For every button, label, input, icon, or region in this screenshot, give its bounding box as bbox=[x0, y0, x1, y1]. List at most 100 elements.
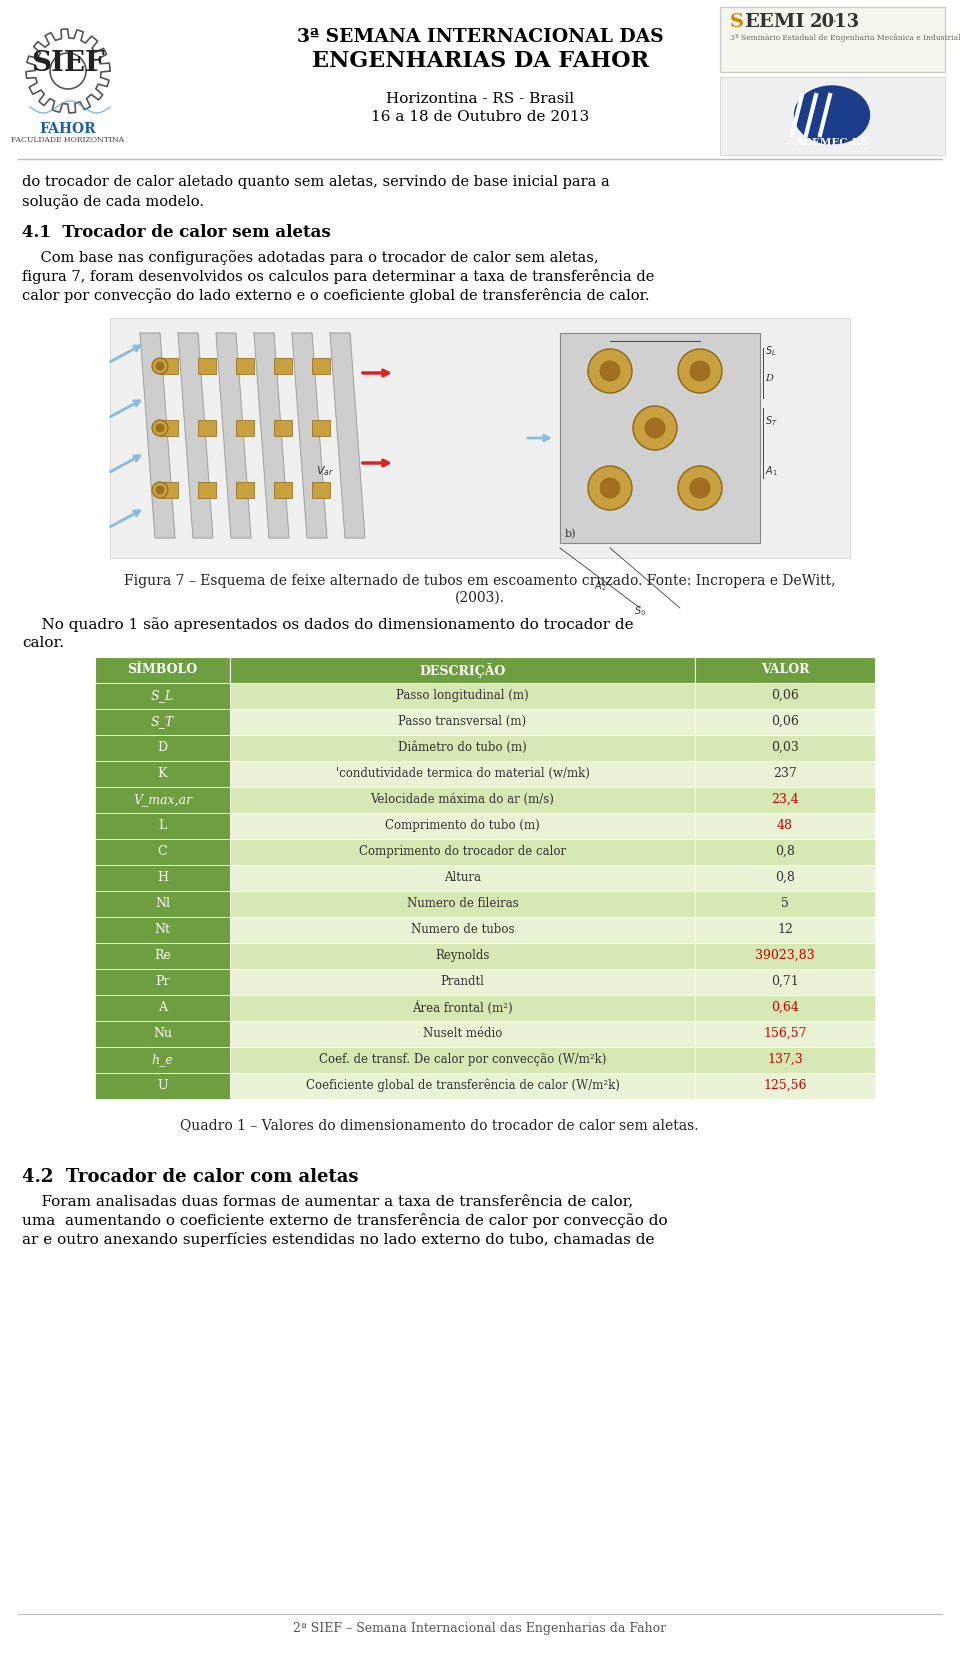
Bar bbox=[95, 735, 230, 761]
Text: uma  aumentando o coeficiente externo de transferência de calor por convecção do: uma aumentando o coeficiente externo de … bbox=[22, 1211, 667, 1228]
Text: 0,8: 0,8 bbox=[775, 844, 795, 857]
Text: 12: 12 bbox=[777, 922, 793, 935]
Text: FACULDADE HORIZONTINA: FACULDADE HORIZONTINA bbox=[12, 136, 125, 144]
Circle shape bbox=[690, 362, 710, 382]
Circle shape bbox=[588, 467, 632, 511]
Text: C: C bbox=[157, 844, 167, 857]
Text: $S_0$: $S_0$ bbox=[634, 604, 646, 617]
Bar bbox=[95, 814, 230, 839]
Bar bbox=[236, 483, 254, 498]
Text: H: H bbox=[157, 871, 168, 884]
Bar bbox=[236, 359, 254, 374]
Circle shape bbox=[588, 349, 632, 394]
Circle shape bbox=[152, 483, 168, 498]
Circle shape bbox=[156, 425, 164, 432]
Text: Nt: Nt bbox=[155, 922, 171, 935]
Circle shape bbox=[152, 359, 168, 374]
Text: Prandtl: Prandtl bbox=[441, 975, 485, 988]
Text: $S_L$: $S_L$ bbox=[765, 344, 777, 357]
Ellipse shape bbox=[795, 88, 870, 146]
Text: VALOR: VALOR bbox=[760, 662, 809, 675]
Circle shape bbox=[600, 478, 620, 498]
Bar bbox=[198, 359, 216, 374]
Bar bbox=[95, 892, 230, 917]
Bar bbox=[95, 788, 230, 814]
Text: Horizontina - RS - Brasil: Horizontina - RS - Brasil bbox=[386, 93, 574, 106]
Text: S_L: S_L bbox=[151, 688, 174, 702]
Bar bbox=[695, 1074, 875, 1099]
Bar bbox=[95, 710, 230, 735]
Text: Numero de tubos: Numero de tubos bbox=[411, 922, 515, 935]
Bar bbox=[695, 814, 875, 839]
Text: Diâmetro do tubo (m): Diâmetro do tubo (m) bbox=[398, 740, 527, 753]
Bar bbox=[695, 788, 875, 814]
Bar bbox=[230, 995, 695, 1021]
Text: D: D bbox=[765, 374, 773, 382]
Text: Foram analisadas duas formas de aumentar a taxa de transferência de calor,: Foram analisadas duas formas de aumentar… bbox=[22, 1193, 634, 1206]
Text: Nuselt médio: Nuselt médio bbox=[422, 1026, 502, 1039]
Circle shape bbox=[678, 349, 722, 394]
Text: S_T: S_T bbox=[151, 715, 174, 728]
Bar bbox=[695, 892, 875, 917]
Bar bbox=[95, 866, 230, 892]
Bar bbox=[95, 970, 230, 995]
Text: Reynolds: Reynolds bbox=[435, 948, 490, 962]
Text: V_max,ar: V_max,ar bbox=[132, 793, 192, 806]
Text: $V_{ar}$: $V_{ar}$ bbox=[316, 463, 334, 478]
Bar bbox=[720, 78, 945, 156]
Text: 4.2  Trocador de calor com aletas: 4.2 Trocador de calor com aletas bbox=[22, 1167, 358, 1185]
Polygon shape bbox=[292, 334, 327, 538]
Bar bbox=[274, 359, 292, 374]
Text: ABEMEC-RS: ABEMEC-RS bbox=[796, 137, 869, 147]
Polygon shape bbox=[178, 334, 213, 538]
Circle shape bbox=[678, 467, 722, 511]
Text: 2013: 2013 bbox=[810, 13, 860, 31]
Text: 137,3: 137,3 bbox=[767, 1053, 803, 1066]
Text: 23,4: 23,4 bbox=[771, 793, 799, 806]
Text: Re: Re bbox=[154, 948, 171, 962]
Polygon shape bbox=[216, 334, 251, 538]
Text: Área frontal (m²): Área frontal (m²) bbox=[412, 1000, 513, 1015]
Text: 0,8: 0,8 bbox=[775, 871, 795, 884]
Bar bbox=[230, 839, 695, 866]
Bar bbox=[230, 710, 695, 735]
Text: Comprimento do tubo (m): Comprimento do tubo (m) bbox=[385, 819, 540, 831]
Text: figura 7, foram desenvolvidos os calculos para determinar a taxa de transferênci: figura 7, foram desenvolvidos os calculo… bbox=[22, 268, 655, 283]
Text: Com base nas configurações adotadas para o trocador de calor sem aletas,: Com base nas configurações adotadas para… bbox=[22, 250, 599, 265]
Bar bbox=[236, 420, 254, 437]
Bar bbox=[695, 970, 875, 995]
Text: 237: 237 bbox=[773, 766, 797, 780]
Text: SÍMBOLO: SÍMBOLO bbox=[128, 662, 198, 675]
Bar bbox=[274, 483, 292, 498]
Text: calor.: calor. bbox=[22, 636, 64, 650]
Circle shape bbox=[600, 362, 620, 382]
Text: ar e outro anexando superfícies estendidas no lado externo do tubo, chamadas de: ar e outro anexando superfícies estendid… bbox=[22, 1231, 655, 1246]
Text: do trocador de calor aletado quanto sem aletas, servindo de base inicial para a: do trocador de calor aletado quanto sem … bbox=[22, 175, 610, 189]
Text: Coef. de transf. De calor por convecção (W/m²k): Coef. de transf. De calor por convecção … bbox=[319, 1053, 606, 1066]
Text: solução de cada modelo.: solução de cada modelo. bbox=[22, 194, 204, 209]
Bar bbox=[312, 483, 330, 498]
Text: Velocidade máxima do ar (m/s): Velocidade máxima do ar (m/s) bbox=[371, 793, 555, 806]
Text: 5: 5 bbox=[781, 897, 789, 910]
Text: $S_T$: $S_T$ bbox=[765, 414, 778, 427]
Text: 'condutividade termica do material (w/mk): 'condutividade termica do material (w/mk… bbox=[336, 766, 589, 780]
Text: calor por convecção do lado externo e o coeficiente global de transferência de c: calor por convecção do lado externo e o … bbox=[22, 288, 650, 303]
Text: FAHOR: FAHOR bbox=[39, 122, 96, 136]
Circle shape bbox=[690, 478, 710, 498]
Bar bbox=[230, 684, 695, 710]
Circle shape bbox=[156, 487, 164, 495]
Bar bbox=[160, 483, 178, 498]
Circle shape bbox=[645, 419, 665, 439]
Bar bbox=[695, 657, 875, 684]
Text: Quadro 1 – Valores do dimensionamento do trocador de calor sem aletas.: Quadro 1 – Valores do dimensionamento do… bbox=[180, 1117, 699, 1132]
Bar bbox=[695, 710, 875, 735]
Text: S: S bbox=[730, 13, 744, 31]
Bar bbox=[95, 761, 230, 788]
Circle shape bbox=[152, 420, 168, 437]
Bar bbox=[230, 735, 695, 761]
Text: 0,71: 0,71 bbox=[771, 975, 799, 988]
Text: Nu: Nu bbox=[153, 1026, 172, 1039]
Bar bbox=[160, 359, 178, 374]
Bar bbox=[95, 839, 230, 866]
Text: 4.1  Trocador de calor sem aletas: 4.1 Trocador de calor sem aletas bbox=[22, 223, 331, 242]
